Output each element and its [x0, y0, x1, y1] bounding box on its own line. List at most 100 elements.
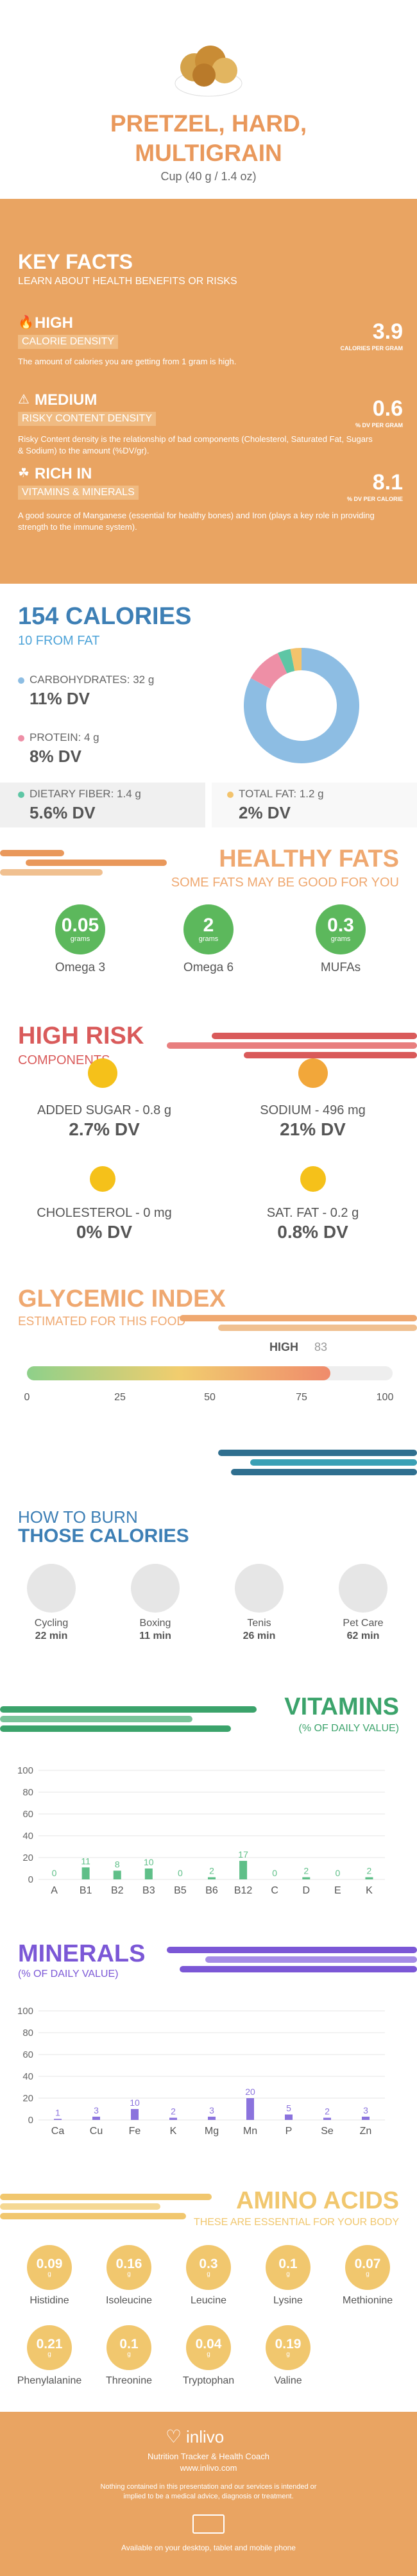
donut-slice-fiber: [278, 648, 295, 674]
heart-logo-icon: ♡: [166, 2427, 182, 2446]
donut-slice-fat: [290, 648, 302, 672]
warning-icon: ⚠: [18, 393, 30, 407]
amino-unit: g: [127, 2271, 131, 2278]
bubble-unit: grams: [70, 935, 90, 943]
amino-name: Phenylalanine: [17, 2375, 82, 2386]
amino-value: 0.04: [195, 2337, 222, 2351]
donut-slice-carbs: [244, 648, 359, 763]
burn-activity-name: Boxing: [139, 1618, 171, 1629]
decor-pills: [0, 850, 180, 876]
healthy-fats-title: HEALTHY FATS: [219, 845, 399, 872]
fact-value: 8.1: [372, 470, 403, 495]
fire-icon: 🔥: [18, 316, 34, 330]
amino-value: 0.3: [199, 2257, 218, 2271]
glycemic-subtitle: ESTIMATED FOR THIS FOOD: [18, 1315, 186, 1328]
amino-unit: g: [127, 2351, 131, 2358]
y-tick-label: 100: [17, 2006, 33, 2017]
data-label: 17: [238, 1849, 248, 1860]
decor-pills: [0, 2194, 212, 2219]
amino-name: Threonine: [105, 2375, 153, 2386]
bar-Cu: [92, 2116, 100, 2120]
amino-value: 0.16: [115, 2257, 142, 2271]
amino-value: 0.21: [36, 2337, 63, 2351]
x-tick-label: Cu: [90, 2126, 103, 2137]
bubble-value: 0.3: [327, 915, 354, 936]
burn-activity-name: Tenis: [247, 1618, 271, 1629]
nutrient-fat: TOTAL FAT: 1.2 g 2% DV: [212, 783, 417, 827]
fact-unit: CALORIES PER GRAM: [340, 345, 403, 352]
x-tick-label: B12: [234, 1885, 253, 1896]
bar-B12: [239, 1861, 248, 1879]
smiley-icon: [300, 1166, 326, 1192]
footer-section: ♡ inlivo Nutrition Tracker & Health Coac…: [0, 2412, 417, 2576]
nutrient-dv: 8% DV: [30, 747, 81, 766]
amino-bubble: 0.04 g: [186, 2325, 231, 2370]
fact-name: RISKY CONTENT DENSITY: [18, 412, 156, 426]
burn-title-line2: THOSE CALORIES: [18, 1525, 189, 1546]
glycemic-title: GLYCEMIC INDEX: [18, 1285, 226, 1312]
risk-label: ADDED SUGAR - 0.8 g: [37, 1103, 171, 1117]
x-tick-label: Fe: [129, 2126, 141, 2137]
glycemic-tick: 100: [376, 1392, 394, 1403]
risk-dv: 0% DV: [76, 1222, 133, 1242]
y-tick-label: 40: [22, 1831, 33, 1842]
bar-K: [169, 2117, 177, 2120]
glycemic-value: 83: [314, 1341, 328, 1353]
fact-desc: A good source of Manganese (essential fo…: [18, 511, 375, 532]
calories-section: 154 CALORIES 10 FROM FAT CARBOHYDRATES: …: [0, 597, 417, 827]
header-section: PRETZEL, HARD, MULTIGRAIN Cup (40 g / 1.…: [0, 0, 417, 192]
x-tick-label: D: [302, 1885, 310, 1896]
key-facts-title: KEY FACTS: [18, 250, 133, 273]
fact-level: RICH IN: [35, 465, 92, 482]
data-label: 2: [209, 1866, 214, 1876]
x-tick-label: Mg: [205, 2126, 219, 2137]
amino-bubble: 0.19 g: [266, 2325, 311, 2370]
decor-pills: [218, 1450, 417, 1475]
nutrient-protein: PROTEIN: 4 g 8% DV: [18, 731, 210, 779]
risk-dv: 21% DV: [280, 1119, 346, 1139]
carbs-dot: [18, 677, 24, 684]
x-tick-label: K: [366, 1885, 373, 1896]
brand-name: inlivo: [186, 2427, 225, 2446]
amino-unit: g: [286, 2351, 290, 2358]
amino-value: 0.19: [275, 2337, 302, 2351]
data-label: 3: [209, 2105, 214, 2115]
data-label: 2: [171, 2106, 176, 2117]
brand-url[interactable]: www.inlivo.com: [180, 2463, 237, 2473]
amino-unit: g: [47, 2271, 51, 2278]
calories-from-fat: 10 FROM FAT: [18, 634, 100, 648]
amino-unit: g: [286, 2271, 290, 2278]
risk-dv: 2.7% DV: [69, 1119, 140, 1139]
burn-activity-time: 62 min: [346, 1631, 380, 1641]
bubble-unit: grams: [330, 935, 351, 943]
bubble-value: 2: [203, 915, 214, 936]
amino-name: Histidine: [30, 2295, 69, 2306]
bar-B3: [144, 1868, 153, 1879]
bar-B1: [81, 1867, 90, 1879]
amino-name: Valine: [274, 2375, 302, 2386]
amino-name: Tryptophan: [182, 2375, 235, 2386]
amino-name: Isoleucine: [105, 2295, 153, 2306]
nutrient-fiber: DIETARY FIBER: 1.4 g 5.6% DV: [0, 783, 205, 827]
donut-slice-protein: [250, 652, 287, 689]
fat-omega3-name: Omega 3: [55, 961, 106, 974]
availability-note: Available on your desktop, tablet and mo…: [121, 2543, 296, 2552]
glycemic-level: HIGH: [269, 1341, 298, 1353]
x-tick-label: Mn: [243, 2126, 257, 2137]
bar-Se: [323, 2117, 331, 2120]
fat-omega6-name: Omega 6: [183, 961, 234, 974]
data-label: 5: [286, 2103, 291, 2114]
glycemic-tick: 75: [296, 1392, 307, 1403]
glycemic-fill: [27, 1366, 331, 1380]
protein-dot: [18, 735, 24, 741]
amino-unit: g: [207, 2351, 210, 2358]
high-risk-title: HIGH RISK: [18, 1022, 144, 1049]
amino-value: 0.07: [354, 2257, 381, 2271]
data-label: 0: [272, 1868, 277, 1878]
amino-section: AMINO ACIDS THESE ARE ESSENTIAL FOR YOUR…: [0, 2181, 417, 2412]
glycemic-tick: 0: [24, 1392, 30, 1403]
serving-size: Cup (40 g / 1.4 oz): [160, 170, 257, 183]
amino-unit: g: [207, 2271, 210, 2278]
y-tick-label: 80: [22, 2028, 33, 2038]
x-tick-label: B3: [142, 1885, 155, 1896]
